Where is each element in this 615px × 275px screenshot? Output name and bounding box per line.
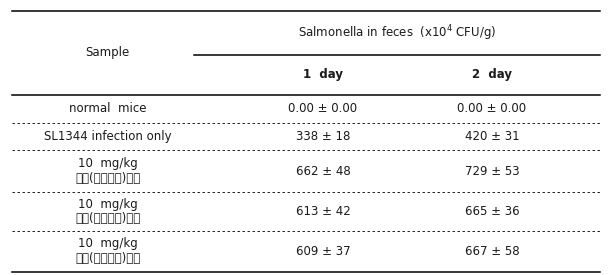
Text: 미강(생물전환)산물: 미강(생물전환)산물 [75,172,140,185]
Text: normal  mice: normal mice [69,102,146,115]
Text: 0.00 ± 0.00: 0.00 ± 0.00 [458,102,526,115]
Text: 609 ± 37: 609 ± 37 [296,245,350,258]
Text: 729 ± 53: 729 ± 53 [465,165,519,178]
Text: 613 ± 42: 613 ± 42 [295,205,351,218]
Text: Sample: Sample [85,46,130,59]
Text: SL1344 infection only: SL1344 infection only [44,130,172,143]
Text: 420 ± 31: 420 ± 31 [465,130,519,143]
Text: 667 ± 58: 667 ± 58 [465,245,519,258]
Text: 0.00 ± 0.00: 0.00 ± 0.00 [288,102,357,115]
Text: 10  mg/kg: 10 mg/kg [77,157,138,170]
Text: Salmonella in feces  (x10$^{4}$ CFU/g): Salmonella in feces (x10$^{4}$ CFU/g) [298,23,496,43]
Text: 665 ± 36: 665 ± 36 [465,205,519,218]
Text: 662 ± 48: 662 ± 48 [295,165,351,178]
Text: 대두(생물전환)산물: 대두(생물전환)산물 [75,212,140,225]
Text: 338 ± 18: 338 ± 18 [296,130,350,143]
Text: 참깨(생물전환)산물: 참깨(생물전환)산물 [75,252,140,265]
Text: 10  mg/kg: 10 mg/kg [77,238,138,251]
Text: 2  day: 2 day [472,68,512,81]
Text: 10  mg/kg: 10 mg/kg [77,198,138,211]
Text: 1  day: 1 day [303,68,343,81]
